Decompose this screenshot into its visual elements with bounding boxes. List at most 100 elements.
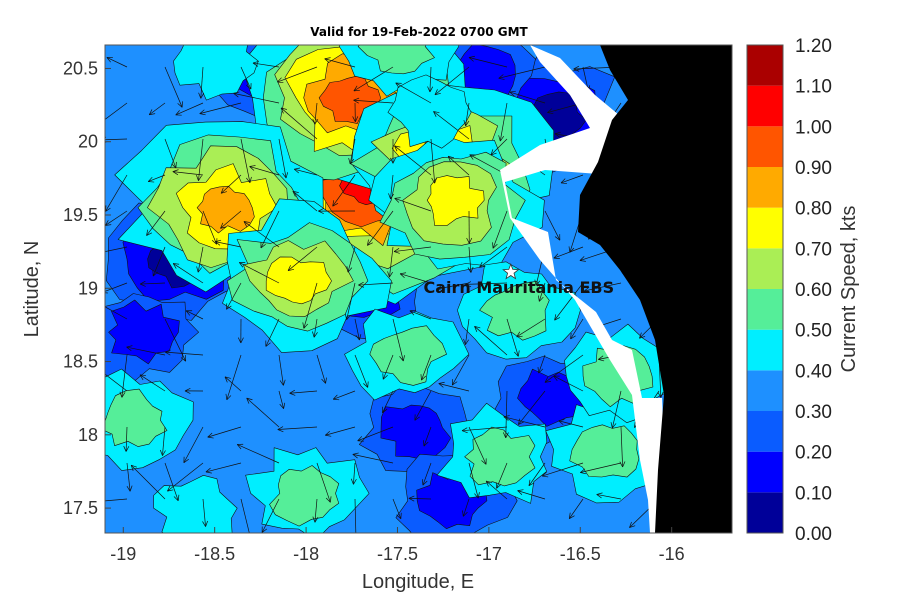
colorbar-tick-label: 1.20	[795, 36, 832, 57]
current-vector-arrow	[139, 374, 166, 392]
colorbar-tick-label: 0.60	[795, 280, 832, 301]
current-vector-arrow	[240, 138, 252, 183]
current-vector-arrow	[438, 381, 470, 392]
current-vector-arrow	[240, 498, 250, 533]
current-vector-arrow	[105, 498, 128, 502]
colorbar-swatch	[747, 492, 783, 533]
current-vector-arrow	[215, 239, 242, 248]
current-vector-arrow	[332, 390, 356, 401]
current-vector-arrow	[433, 111, 470, 140]
current-vector-arrow	[465, 281, 508, 288]
current-vector-arrow	[498, 66, 546, 80]
x-tick-label: -17.5	[377, 544, 418, 564]
current-vector-arrow	[503, 415, 546, 428]
current-vector-arrow	[610, 390, 622, 429]
colorbar-frame	[746, 44, 784, 534]
colorbar-tick-label: 0.00	[795, 524, 832, 545]
current-vector-arrow	[584, 282, 622, 293]
current-vector-arrow	[196, 246, 204, 273]
site-star-icon	[502, 262, 520, 280]
colorbar-tick-label: 0.50	[795, 321, 832, 342]
current-vector-arrow	[462, 498, 470, 517]
y-tick-label: 20	[78, 132, 98, 152]
current-vector-arrow	[394, 145, 432, 176]
current-vector-arrow	[388, 174, 394, 200]
current-vector-arrow	[553, 375, 584, 392]
current-vector-arrow	[324, 57, 356, 68]
current-vector-arrow	[152, 246, 166, 277]
current-vector-arrow	[350, 462, 357, 485]
y-tick-label: 17.5	[63, 498, 98, 518]
current-vector-arrow	[164, 462, 180, 502]
current-vector-arrow	[463, 318, 470, 345]
current-vector-arrow	[517, 489, 546, 500]
colorbar-tick-label: 1.00	[795, 117, 832, 138]
current-vector-arrow	[185, 310, 204, 320]
current-vector-arrow	[414, 390, 432, 421]
current-vector-arrow	[485, 480, 508, 500]
speed-field-bands	[105, 45, 681, 533]
current-vector-arrow	[354, 318, 362, 341]
colorbar-tick-label: 0.10	[795, 483, 832, 504]
y-tick-label: 18.5	[63, 352, 98, 372]
current-vector-arrow	[399, 272, 432, 284]
y-axis-label: Latitude, N	[21, 241, 43, 338]
colorbar-tick-label: 0.30	[795, 402, 832, 423]
current-vector-arrow	[468, 426, 487, 465]
current-vector-arrow	[318, 208, 356, 215]
colorbar-swatch	[747, 85, 783, 127]
current-vector-arrow	[316, 354, 327, 384]
y-tick-label: 19.5	[63, 205, 98, 225]
current-vector-arrow	[246, 397, 280, 428]
current-vector-arrow	[236, 443, 280, 464]
current-vector-arrow	[506, 318, 520, 357]
current-vector-arrow	[346, 246, 356, 273]
current-vector-arrow	[544, 210, 561, 241]
no-data-coastal-mask	[500, 45, 668, 533]
current-vector-arrow	[447, 155, 470, 176]
colorbar-tick-label: 0.40	[795, 361, 832, 382]
colorbar-tick-label: 1.10	[795, 77, 832, 98]
current-vector-arrow	[277, 426, 318, 433]
current-vector-arrow	[278, 390, 286, 409]
current-vector-arrow	[146, 210, 166, 236]
current-vector-arrow	[516, 318, 546, 338]
speed-high-band-4-4	[265, 256, 332, 305]
current-vector-arrow	[277, 66, 318, 83]
colorbar-ticks: 0.00 0.10 0.20 0.30 0.40 0.50 0.60 0.70 0.80 0.90…	[795, 36, 832, 545]
current-vector-arrow	[468, 462, 480, 499]
current-vector-arrow	[421, 462, 432, 486]
plot-frame	[104, 44, 733, 534]
current-vector-arrow	[252, 60, 280, 68]
current-vector-arrow	[568, 498, 584, 519]
current-vector-arrow	[199, 102, 242, 116]
current-vector-arrow	[474, 325, 508, 356]
current-vector-arrow	[202, 498, 208, 527]
current-vector-arrow	[541, 462, 584, 478]
current-vector-arrow	[278, 138, 289, 179]
current-vector-arrow	[139, 280, 166, 287]
current-vector-arrow	[312, 102, 319, 125]
current-vector-arrow	[164, 66, 183, 108]
current-vector-arrow	[183, 426, 204, 464]
current-vector-arrow	[233, 91, 280, 104]
current-vector-arrow	[205, 462, 242, 474]
current-vector-arrow	[558, 419, 584, 428]
current-vector-arrow	[498, 102, 508, 142]
current-vector-arrow	[105, 210, 128, 226]
x-axis-ticks: -19 -18.5 -18 -17.5 -17 -16.5 -16	[110, 527, 685, 564]
y-tick-label: 18	[78, 425, 98, 445]
current-vector-arrow	[395, 82, 432, 104]
speed-high-band-8-2	[479, 280, 550, 341]
current-vector-arrow	[538, 282, 546, 302]
current-vector-arrow	[430, 138, 438, 184]
current-vector-arrow	[172, 263, 204, 284]
current-vector-arrow	[596, 492, 622, 500]
current-vector-arrow	[332, 174, 356, 207]
current-vector-arrow	[159, 426, 166, 456]
current-vector-arrow	[353, 66, 394, 92]
current-vector-arrow	[196, 138, 204, 181]
colorbar-swatch	[747, 370, 783, 411]
x-tick-label: -19	[110, 544, 136, 564]
